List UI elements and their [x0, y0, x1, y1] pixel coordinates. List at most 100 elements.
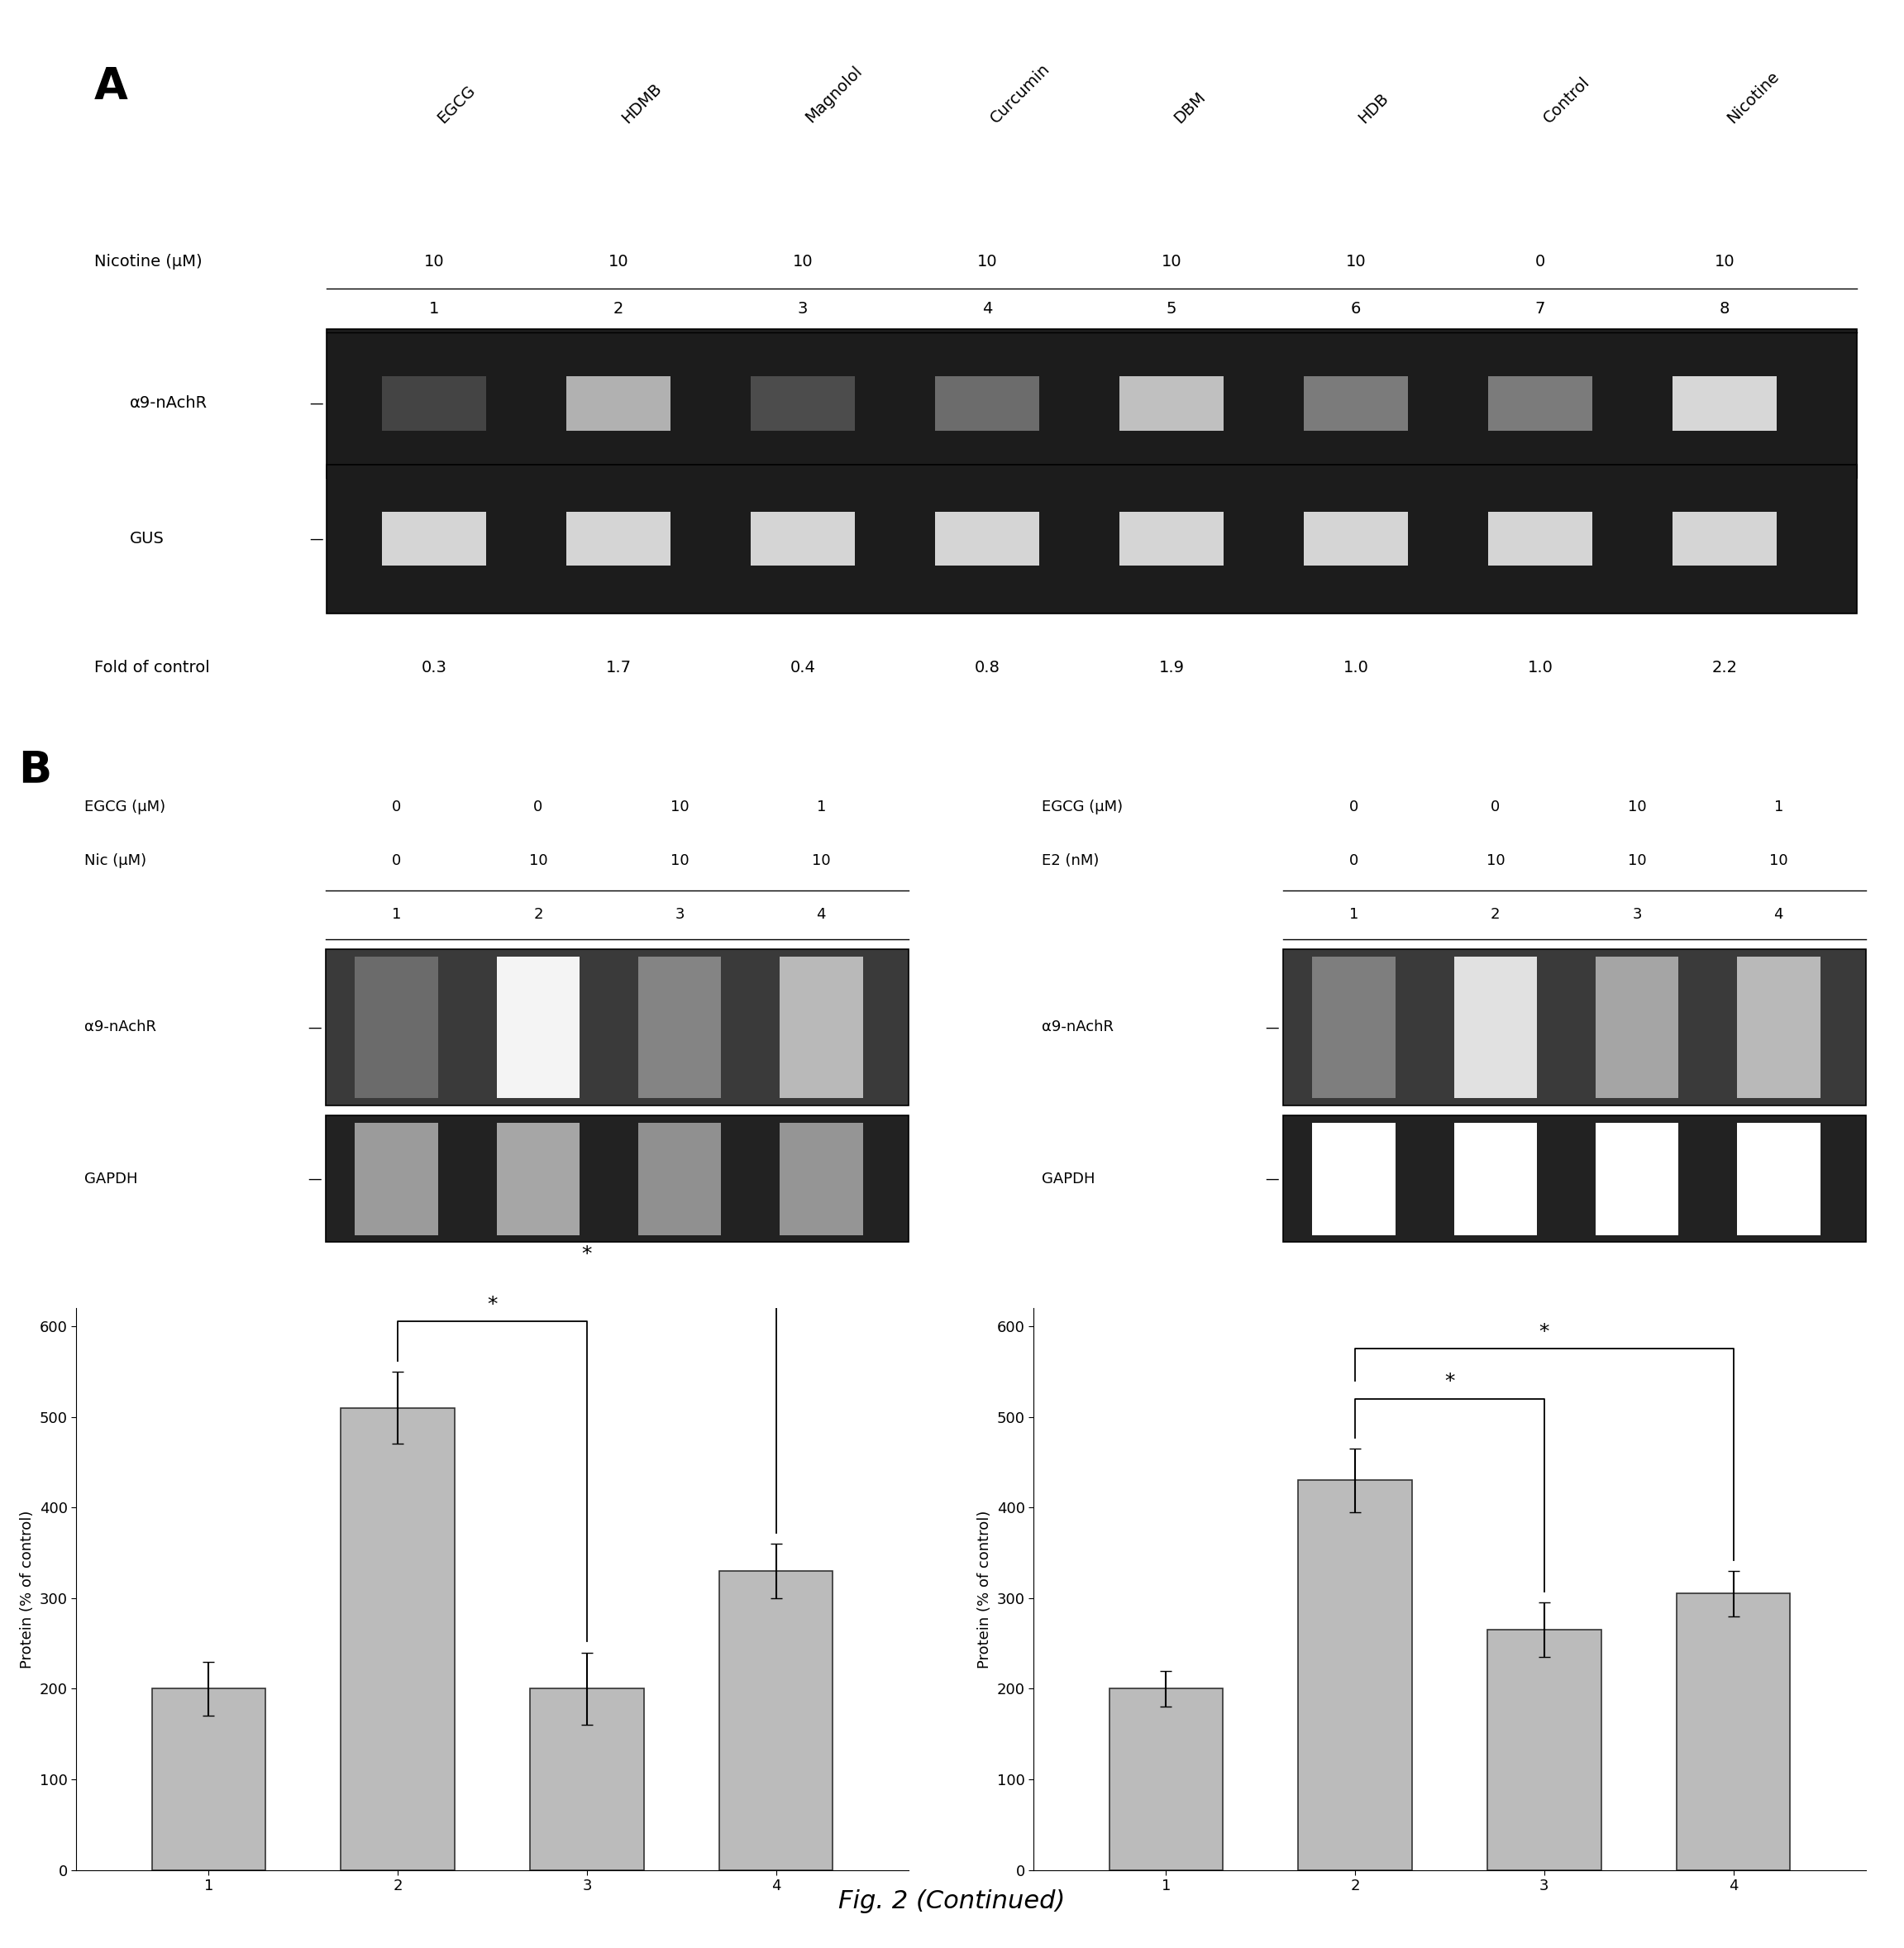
Text: 0: 0	[1350, 801, 1359, 814]
Text: 6: 6	[1350, 300, 1361, 318]
Text: HDB: HDB	[1356, 90, 1392, 127]
Bar	[326, 949, 908, 1105]
Text: *: *	[487, 1295, 497, 1315]
Text: 5: 5	[1167, 300, 1177, 318]
Bar	[327, 464, 1856, 614]
Text: 8: 8	[1719, 300, 1729, 318]
Bar	[1487, 1630, 1601, 1870]
Bar	[1455, 1122, 1537, 1235]
Text: 0.4: 0.4	[790, 660, 815, 676]
Text: 1.0: 1.0	[1342, 660, 1369, 676]
Bar	[354, 1122, 438, 1235]
Bar	[935, 512, 1040, 565]
Text: 0: 0	[392, 853, 402, 869]
Text: α9-nAchR: α9-nAchR	[84, 1019, 156, 1034]
Bar	[1455, 956, 1537, 1099]
Text: Nicotine (μM): Nicotine (μM)	[93, 253, 202, 269]
Text: EGCG: EGCG	[434, 82, 478, 127]
Bar	[1596, 1122, 1679, 1235]
Text: 10: 10	[607, 253, 628, 269]
Text: 1.7: 1.7	[605, 660, 632, 676]
Text: 4: 4	[817, 908, 826, 921]
Text: —: —	[1266, 1019, 1279, 1034]
Bar	[779, 956, 863, 1099]
Text: 3: 3	[798, 300, 807, 318]
Bar	[1304, 376, 1407, 431]
Bar	[497, 1122, 581, 1235]
Y-axis label: Protein (% of control): Protein (% of control)	[19, 1510, 34, 1667]
Bar	[152, 1689, 265, 1870]
Text: 1: 1	[817, 801, 826, 814]
Text: 10: 10	[1769, 853, 1788, 869]
Bar	[1736, 1122, 1820, 1235]
Bar	[1312, 1122, 1396, 1235]
Bar	[1672, 376, 1776, 431]
Bar	[1489, 376, 1592, 431]
Bar	[1736, 956, 1820, 1099]
Text: 1: 1	[392, 908, 402, 921]
Bar	[1120, 376, 1224, 431]
Text: EGCG (μM): EGCG (μM)	[1041, 801, 1123, 814]
Text: Curcumin: Curcumin	[986, 60, 1053, 127]
Text: 0: 0	[1535, 253, 1546, 269]
Bar	[1110, 1689, 1222, 1870]
Text: 10: 10	[811, 853, 830, 869]
Text: A: A	[93, 64, 128, 109]
Text: 1: 1	[1350, 908, 1359, 921]
Text: *: *	[1445, 1371, 1455, 1391]
Text: 4: 4	[1775, 908, 1784, 921]
Text: —: —	[310, 532, 324, 545]
Text: α9-nAchR: α9-nAchR	[1041, 1019, 1114, 1034]
Text: E2 (nM): E2 (nM)	[1041, 853, 1099, 869]
Text: EGCG (μM): EGCG (μM)	[84, 801, 166, 814]
Text: 10: 10	[1628, 801, 1647, 814]
Bar	[567, 512, 670, 565]
Text: —: —	[310, 395, 324, 411]
Text: *: *	[1538, 1321, 1550, 1342]
Bar	[341, 1408, 455, 1870]
Text: Magnolol: Magnolol	[803, 64, 866, 127]
Bar	[497, 956, 581, 1099]
Bar	[638, 1122, 722, 1235]
Bar	[1489, 512, 1592, 565]
Text: 10: 10	[1628, 853, 1647, 869]
Text: —: —	[308, 1171, 322, 1186]
Text: 7: 7	[1535, 300, 1546, 318]
Bar	[383, 376, 486, 431]
Text: GUS: GUS	[129, 532, 164, 547]
Bar	[326, 1114, 908, 1243]
Bar	[529, 1689, 644, 1870]
Text: 10: 10	[792, 253, 813, 269]
Bar	[750, 376, 855, 431]
Text: 10: 10	[1346, 253, 1365, 269]
Bar	[1596, 956, 1679, 1099]
Text: 2.2: 2.2	[1712, 660, 1736, 676]
Text: Control: Control	[1540, 74, 1592, 127]
Text: *: *	[583, 1245, 592, 1264]
Bar	[567, 376, 670, 431]
Text: DBM: DBM	[1171, 90, 1209, 127]
Text: HDMB: HDMB	[619, 80, 664, 127]
Text: 1: 1	[428, 300, 440, 318]
Text: 10: 10	[670, 853, 689, 869]
Text: 0: 0	[392, 801, 402, 814]
Text: —: —	[308, 1019, 322, 1034]
Bar	[750, 512, 855, 565]
Text: 0.3: 0.3	[421, 660, 447, 676]
Text: 10: 10	[977, 253, 998, 269]
Bar	[1312, 956, 1396, 1099]
Text: Fig. 2 (Continued): Fig. 2 (Continued)	[838, 1890, 1066, 1913]
Bar	[1120, 512, 1224, 565]
Y-axis label: Protein (% of control): Protein (% of control)	[977, 1510, 992, 1667]
Bar	[935, 376, 1040, 431]
Bar	[327, 329, 1856, 477]
Bar	[720, 1570, 832, 1870]
Text: 10: 10	[1161, 253, 1182, 269]
Text: 2: 2	[613, 300, 625, 318]
Bar	[779, 1122, 863, 1235]
Text: 3: 3	[674, 908, 684, 921]
Text: 10: 10	[670, 801, 689, 814]
Text: α9-nAchR: α9-nAchR	[129, 395, 208, 411]
Text: 3: 3	[1632, 908, 1641, 921]
Text: 10: 10	[425, 253, 444, 269]
